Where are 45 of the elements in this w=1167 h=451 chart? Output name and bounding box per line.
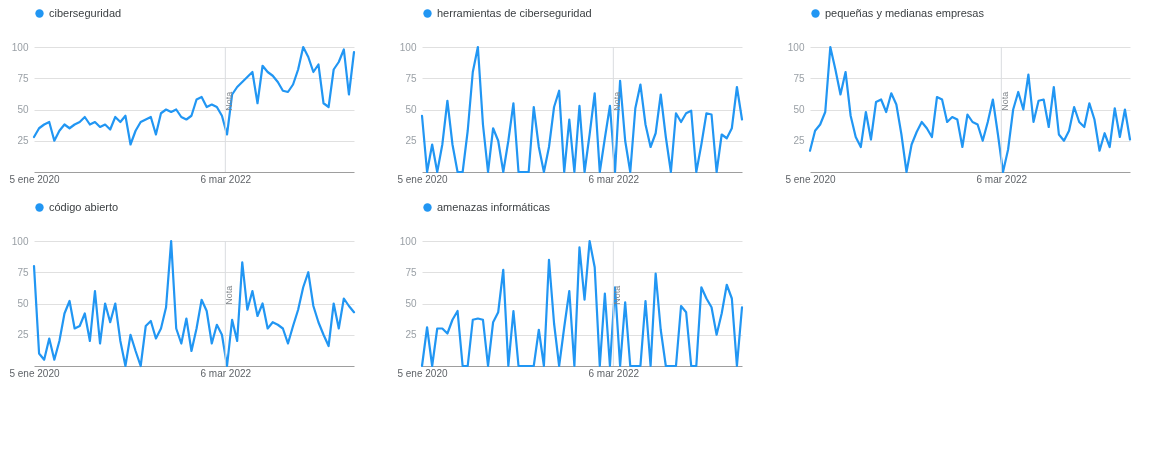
x-tick-label: 6 mar 2022 [588, 173, 640, 185]
line-series [32, 45, 356, 146]
y-tick-label: 100 [399, 235, 417, 247]
x-tick-label: 6 mar 2022 [200, 367, 252, 379]
y-tick-label: 100 [11, 41, 29, 53]
ref-line-label: Nota [224, 91, 235, 111]
line-series [32, 239, 356, 368]
y-tick-label: 25 [793, 135, 805, 147]
y-tick-label: 75 [405, 266, 417, 278]
y-tick-label: 75 [793, 72, 805, 84]
legend-label: pequeñas y medianas empresas [825, 6, 985, 19]
legend-label: ciberseguridad [49, 6, 122, 19]
y-tick-label: 25 [405, 329, 417, 341]
y-tick-label: 25 [17, 135, 29, 147]
y-tick-label: 75 [17, 266, 29, 278]
legend-label: herramientas de ciberseguridad [437, 6, 592, 19]
y-tick-label: 25 [17, 329, 29, 341]
legend-label: amenazas informáticas [437, 200, 551, 213]
ref-line-label: Nota [612, 91, 623, 111]
x-tick-label: 5 ene 2020 [9, 173, 60, 185]
y-tick-label: 50 [17, 298, 29, 309]
x-tick-label: 5 ene 2020 [785, 173, 836, 185]
y-tick-label: 50 [17, 104, 29, 115]
line-series [420, 45, 744, 174]
y-tick-label: 75 [17, 72, 29, 84]
y-tick-label: 75 [405, 72, 417, 84]
x-tick-label: 5 ene 2020 [397, 173, 448, 185]
y-tick-label: 100 [787, 41, 805, 53]
y-tick-label: 100 [399, 41, 417, 53]
ref-line-label: Nota [1000, 91, 1011, 111]
x-tick-label: 6 mar 2022 [976, 173, 1028, 185]
y-tick-label: 50 [793, 104, 805, 115]
line-series [808, 45, 1132, 174]
x-tick-label: 6 mar 2022 [200, 173, 252, 185]
line-series [420, 239, 744, 368]
ref-line-label: Nota [224, 285, 235, 305]
y-tick-label: 100 [11, 235, 29, 247]
y-tick-label: 50 [405, 104, 417, 115]
y-tick-label: 50 [405, 298, 417, 309]
y-tick-label: 25 [405, 135, 417, 147]
ref-line-label: Nota [612, 285, 623, 305]
legend-label: código abierto [49, 200, 119, 213]
x-tick-label: 5 ene 2020 [397, 367, 448, 379]
x-tick-label: 5 ene 2020 [9, 367, 60, 379]
x-tick-label: 6 mar 2022 [588, 367, 640, 379]
